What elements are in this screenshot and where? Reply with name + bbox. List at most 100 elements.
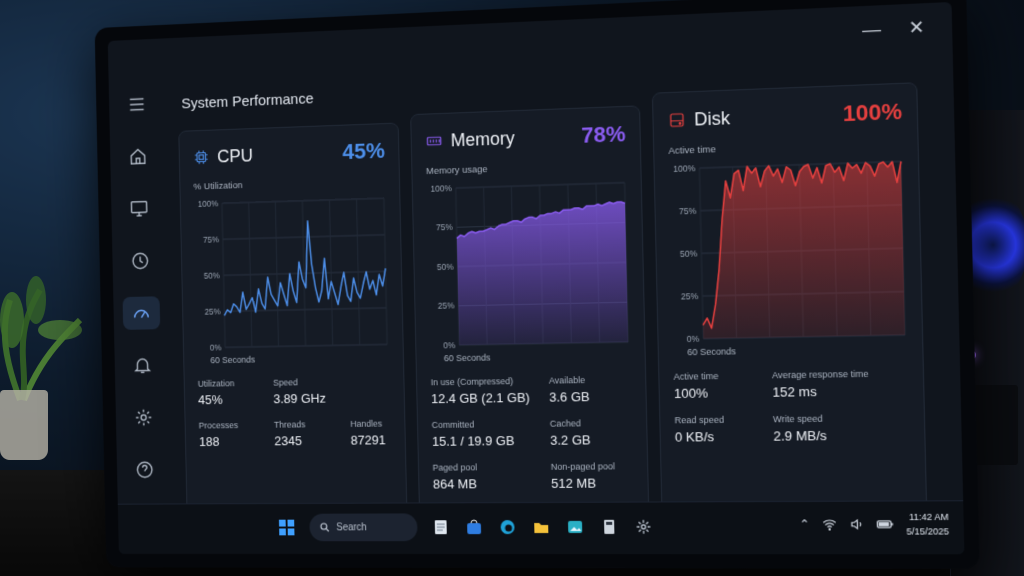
clock-date: 5/15/2025 (906, 524, 949, 539)
app-window: — ✕ (108, 2, 965, 554)
plant-pot (0, 390, 48, 460)
sidebar-item-settings[interactable] (125, 401, 163, 434)
memory-icon (425, 132, 443, 150)
stat-read-speed: Read speed 0 KB/s (674, 414, 773, 445)
stat-available: Available 3.6 GB (549, 374, 640, 404)
gauge-icon (131, 302, 152, 324)
disk-title: Disk (694, 107, 730, 130)
memory-title: Memory (450, 128, 514, 151)
taskbar-photos[interactable] (565, 517, 585, 537)
sidebar-item-performance[interactable] (123, 296, 161, 330)
monitor-icon (129, 198, 150, 220)
disk-tick-label: 100% (673, 163, 696, 174)
search-icon (319, 522, 331, 534)
cpu-tick-label: 25% (205, 306, 222, 316)
memory-percent: 78% (581, 121, 626, 149)
cpu-tick-label: 50% (204, 270, 221, 280)
memory-sublabel: Memory usage (426, 159, 626, 177)
sidebar-item-help[interactable] (126, 453, 164, 486)
stat-active-time: Active time 100% (673, 370, 772, 401)
sidebar (109, 77, 173, 486)
cpu-gridline (225, 344, 387, 347)
clock-icon (130, 250, 151, 272)
disk-area (699, 161, 905, 338)
disk-card[interactable]: Disk 100% Active time 100% 75% 50% 25% 0% 60… (652, 82, 927, 513)
stat-utilization: Utilization 45% (198, 378, 274, 407)
minimize-button[interactable]: — (862, 20, 881, 39)
store-icon (466, 519, 482, 535)
system-tray: ⌃ 11:42 AM 5/15/2025 (799, 510, 949, 539)
taskbar-search[interactable]: Search (309, 513, 417, 541)
cpu-sublabel: % Utilization (193, 175, 385, 192)
cpu-card[interactable]: CPU 45% % Utilization 100% 75% 50% 25% 0% 60… (178, 123, 407, 516)
menu-button[interactable] (118, 87, 156, 121)
memory-tick-label: 50% (437, 261, 454, 272)
clock-time: 11:42 AM (906, 510, 949, 525)
memory-area (456, 202, 628, 345)
disk-sublabel: Active time (668, 138, 903, 157)
stat-in-use: In use (Compressed) 12.4 GB (2.1 GB) (431, 376, 550, 407)
sidebar-item-notifications[interactable] (124, 349, 162, 382)
stat-avg-response: Average response time 152 ms (772, 368, 909, 400)
memory-tick-label: 100% (430, 183, 452, 194)
cpu-icon (193, 148, 210, 166)
edge-icon (499, 519, 515, 535)
memory-gridline (456, 183, 625, 188)
stat-committed: Committed 15.1 / 19.9 GB (432, 419, 551, 449)
taskbar-store[interactable] (464, 517, 484, 537)
monitor: — ✕ (95, 0, 980, 569)
sidebar-item-display[interactable] (120, 192, 158, 226)
search-label: Search (336, 522, 367, 533)
taskbar-explorer[interactable] (531, 517, 551, 537)
home-icon (128, 146, 149, 168)
wifi-icon[interactable] (822, 517, 837, 531)
stat-threads: Threads 2345 (274, 419, 351, 448)
disk-icon (668, 111, 687, 130)
chevron-up-icon[interactable]: ⌃ (799, 517, 810, 531)
taskbar: Search ⌃ 11:42 AM 5/15/2025 (118, 500, 965, 554)
cpu-gridline (222, 198, 384, 203)
memory-chart: 100% 75% 50% 25% 0% (426, 177, 630, 352)
taskbar-settings[interactable] (633, 517, 654, 537)
disk-tick-label: 75% (679, 206, 697, 217)
memory-time-span: 60 Seconds (430, 350, 631, 363)
volume-icon[interactable] (849, 517, 864, 531)
page-title: System Performance (181, 90, 313, 112)
disk-percent: 100% (842, 98, 902, 127)
memory-tick-label: 25% (438, 301, 455, 312)
sidebar-item-history[interactable] (121, 244, 159, 278)
disk-tick-label: 25% (681, 291, 699, 302)
calculator-icon (601, 519, 617, 535)
memory-tick-label: 75% (436, 222, 453, 233)
clock[interactable]: 11:42 AM 5/15/2025 (906, 510, 949, 539)
cpu-gridline (224, 308, 386, 311)
sidebar-item-home[interactable] (119, 139, 157, 173)
taskbar-calculator[interactable] (599, 517, 620, 537)
bell-icon (132, 355, 153, 377)
stat-speed: Speed 3.89 GHz (273, 376, 408, 406)
memory-card[interactable]: Memory 78% Memory usage 100% 75% 50% 25% 0% … (410, 105, 649, 514)
cpu-tick-label: 0% (210, 342, 222, 352)
window-controls: — ✕ (742, 2, 953, 59)
taskbar-edge[interactable] (497, 517, 517, 537)
memory-tick-label: 0% (443, 340, 456, 350)
cpu-gridline (224, 271, 386, 275)
cpu-time-span: 60 Seconds (197, 352, 389, 365)
cpu-gridline (223, 235, 385, 240)
battery-icon[interactable] (877, 517, 894, 531)
close-button[interactable]: ✕ (908, 18, 924, 37)
windows-start-button[interactable] (277, 518, 296, 538)
disk-time-span: 60 Seconds (673, 343, 908, 357)
cpu-title: CPU (217, 145, 253, 167)
stat-cached: Cached 3.2 GB (550, 418, 641, 448)
taskbar-notepad[interactable] (431, 517, 451, 537)
stat-processes: Processes 188 (199, 420, 275, 449)
photos-icon (567, 519, 583, 535)
stat-paged-pool: Paged pool 864 MB (433, 462, 552, 492)
disk-tick-label: 50% (680, 248, 698, 259)
windows-start-icon (279, 520, 295, 536)
stat-write-speed: Write speed 2.9 MB/s (773, 413, 910, 444)
disk-tick-label: 0% (687, 333, 700, 344)
gear-icon (133, 407, 154, 429)
folder-icon (533, 519, 549, 535)
